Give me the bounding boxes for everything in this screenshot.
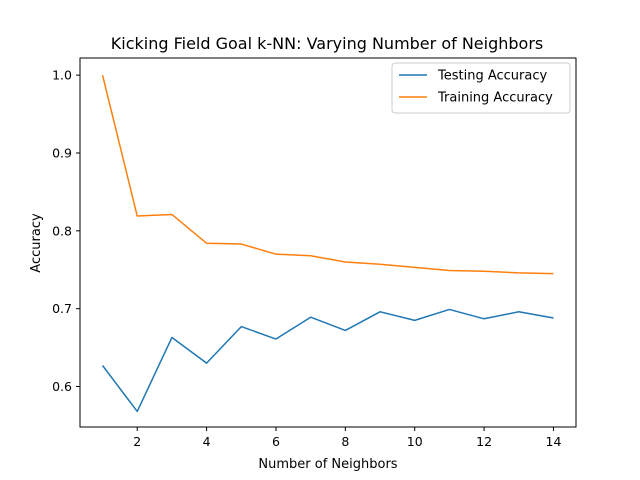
y-tick-label: 0.6 [52,379,72,394]
x-tick-label: 4 [203,434,211,449]
x-tick-label: 6 [272,434,280,449]
plot-frame [79,57,577,428]
y-tick-label: 0.7 [52,301,72,316]
x-tick-label: 8 [341,434,349,449]
chart-title: Kicking Field Goal k-NN: Varying Number … [111,34,543,53]
legend-label: Testing Accuracy [437,69,547,84]
legend: Testing Accuracy Training Accuracy [391,62,571,114]
x-tick-label: 14 [546,434,562,449]
x-tick-label: 10 [407,434,423,449]
plot-area [101,74,554,413]
legend-label: Training Accuracy [437,91,553,106]
y-tick-label: 1.0 [52,68,72,83]
legend-box [391,62,571,114]
y-tick-label: 0.8 [52,223,72,238]
y-tick-label: 0.9 [52,145,72,160]
series-line-training-accuracy [101,74,554,275]
x-tick-label: 12 [476,434,492,449]
y-axis-label: Accuracy [29,213,44,273]
x-axis-label: Number of Neighbors [258,457,397,472]
series-line-testing-accuracy [101,308,554,413]
x-tick-label: 2 [133,434,141,449]
